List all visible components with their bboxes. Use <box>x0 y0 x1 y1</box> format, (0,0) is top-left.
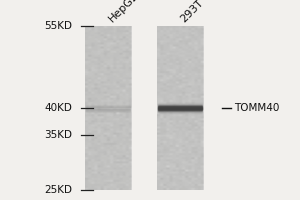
Text: 25KD: 25KD <box>44 185 72 195</box>
Text: 293T: 293T <box>179 0 206 24</box>
Text: HepG2: HepG2 <box>107 0 141 24</box>
Bar <box>157 26 203 190</box>
Text: 40KD: 40KD <box>44 103 72 113</box>
Text: 55KD: 55KD <box>44 21 72 31</box>
Text: TOMM40: TOMM40 <box>234 103 279 113</box>
Bar <box>85 26 131 190</box>
Text: 35KD: 35KD <box>44 130 72 140</box>
